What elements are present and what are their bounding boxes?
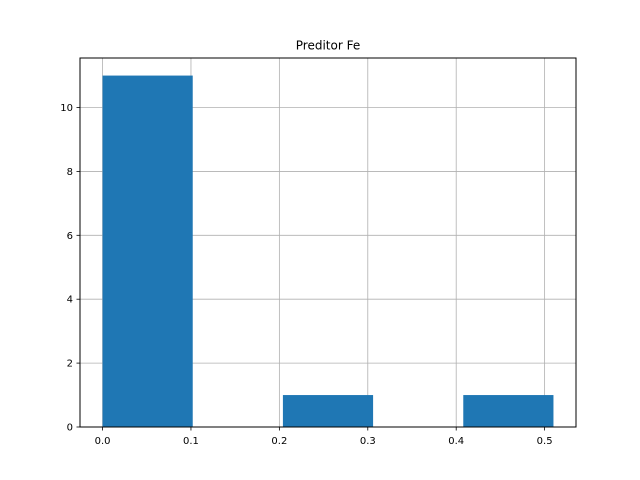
histogram-bar	[102, 75, 193, 428]
x-axis-ticks: 0.0 0.1 0.2 0.3 0.4 0.5	[95, 427, 553, 447]
x-tick-label: 0.1	[183, 436, 199, 447]
y-tick-label: 0	[67, 423, 73, 434]
bars	[102, 75, 554, 428]
x-tick-label: 0.0	[95, 436, 111, 447]
chart-title: Preditor Fe	[296, 39, 360, 53]
x-tick-label: 0.3	[360, 436, 376, 447]
histogram-bar	[463, 395, 554, 427]
x-tick-label: 0.2	[271, 436, 287, 447]
y-axis-ticks: 0 2 4 6 8 10	[60, 103, 80, 434]
y-tick-label: 8	[67, 167, 73, 178]
x-tick-label: 0.5	[537, 436, 553, 447]
x-tick-label: 0.4	[448, 436, 464, 447]
y-tick-label: 4	[67, 295, 73, 306]
y-tick-label: 2	[67, 359, 73, 370]
plot-frame	[79, 57, 577, 428]
y-tick-label: 6	[67, 231, 73, 242]
histogram-bar	[282, 395, 374, 427]
y-tick-label: 10	[60, 103, 73, 114]
